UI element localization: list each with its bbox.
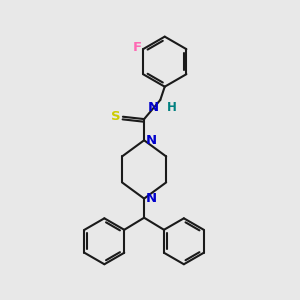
- Text: N: N: [146, 134, 157, 147]
- Text: N: N: [146, 192, 157, 205]
- Text: F: F: [133, 41, 142, 54]
- Text: H: H: [167, 101, 177, 114]
- Text: S: S: [111, 110, 121, 123]
- Text: N: N: [148, 101, 159, 114]
